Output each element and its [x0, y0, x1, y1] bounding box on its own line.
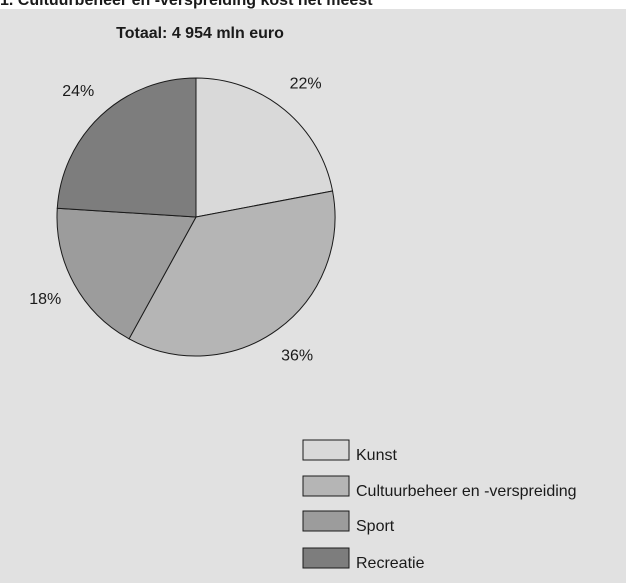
legend-swatch — [302, 439, 350, 461]
pie-slice — [195, 77, 334, 218]
pie-slice — [56, 207, 197, 340]
legend-label: Sport — [356, 518, 395, 535]
data-label: 18% — [29, 291, 61, 308]
pie-slice — [128, 190, 336, 357]
legend-swatch — [302, 510, 350, 532]
heading: 1. Cultuurbeheer en -verspreiding kost h… — [0, 0, 373, 9]
legend-swatch — [302, 475, 350, 497]
data-label: 24% — [62, 83, 94, 100]
chart-title: Totaal: 4 954 mln euro — [116, 25, 284, 42]
legend-label: Kunst — [356, 447, 397, 464]
data-label: 22% — [290, 76, 322, 93]
legend-label: Recreatie — [356, 555, 425, 572]
legend-swatch — [302, 547, 350, 569]
pie-slice — [56, 77, 197, 218]
legend-label: Cultuurbeheer en -verspreiding — [356, 483, 577, 500]
data-label: 36% — [281, 347, 313, 364]
